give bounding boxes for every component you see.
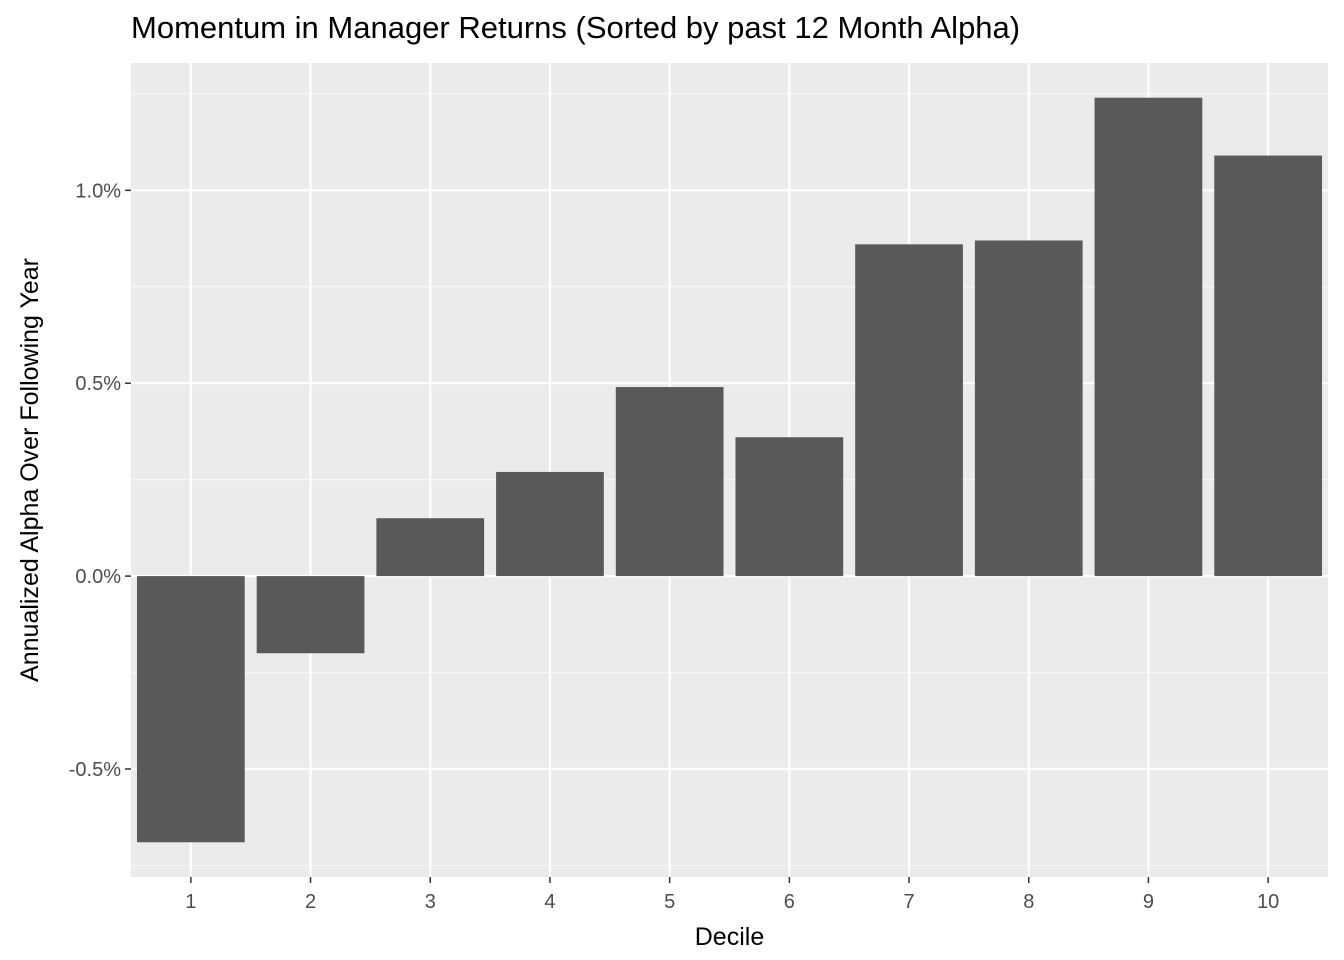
x-tick-label: 10	[1257, 891, 1279, 913]
y-axis-title: Annualized Alpha Over Following Year	[16, 258, 44, 682]
bar-decile-5	[615, 387, 724, 577]
x-tick-label: 7	[903, 891, 914, 913]
x-tick-label: 6	[784, 891, 795, 913]
x-tick-label: 4	[544, 891, 555, 913]
bar-decile-3	[376, 518, 485, 577]
x-tick-label: 1	[185, 891, 196, 913]
bar-decile-6	[735, 437, 844, 577]
x-tick-label: 2	[305, 891, 316, 913]
bar-decile-9	[1094, 97, 1203, 577]
y-tick-label: 0.0%	[75, 566, 121, 588]
bar-decile-10	[1214, 155, 1323, 577]
x-axis-ticks: 1 2 3 4 5 6 7 8 9 10	[185, 877, 1279, 913]
bars	[136, 97, 1323, 843]
bar-decile-8	[974, 240, 1083, 577]
x-axis-title: Decile	[695, 923, 764, 951]
bar-decile-7	[855, 244, 963, 577]
bar-decile-4	[496, 471, 604, 577]
chart-title: Momentum in Manager Returns (Sorted by p…	[131, 10, 1021, 45]
y-tick-label: 1.0%	[75, 180, 121, 202]
bar-decile-2	[256, 576, 365, 654]
x-tick-label: 5	[664, 891, 675, 913]
x-tick-label: 3	[425, 891, 436, 913]
y-axis-ticks: -0.5% 0.0% 0.5% 1.0%	[69, 180, 131, 781]
x-tick-label: 8	[1023, 891, 1034, 913]
bar-decile-1	[136, 576, 245, 843]
y-tick-label: 0.5%	[75, 373, 121, 395]
y-tick-label: -0.5%	[69, 759, 121, 781]
x-tick-label: 9	[1143, 891, 1154, 913]
